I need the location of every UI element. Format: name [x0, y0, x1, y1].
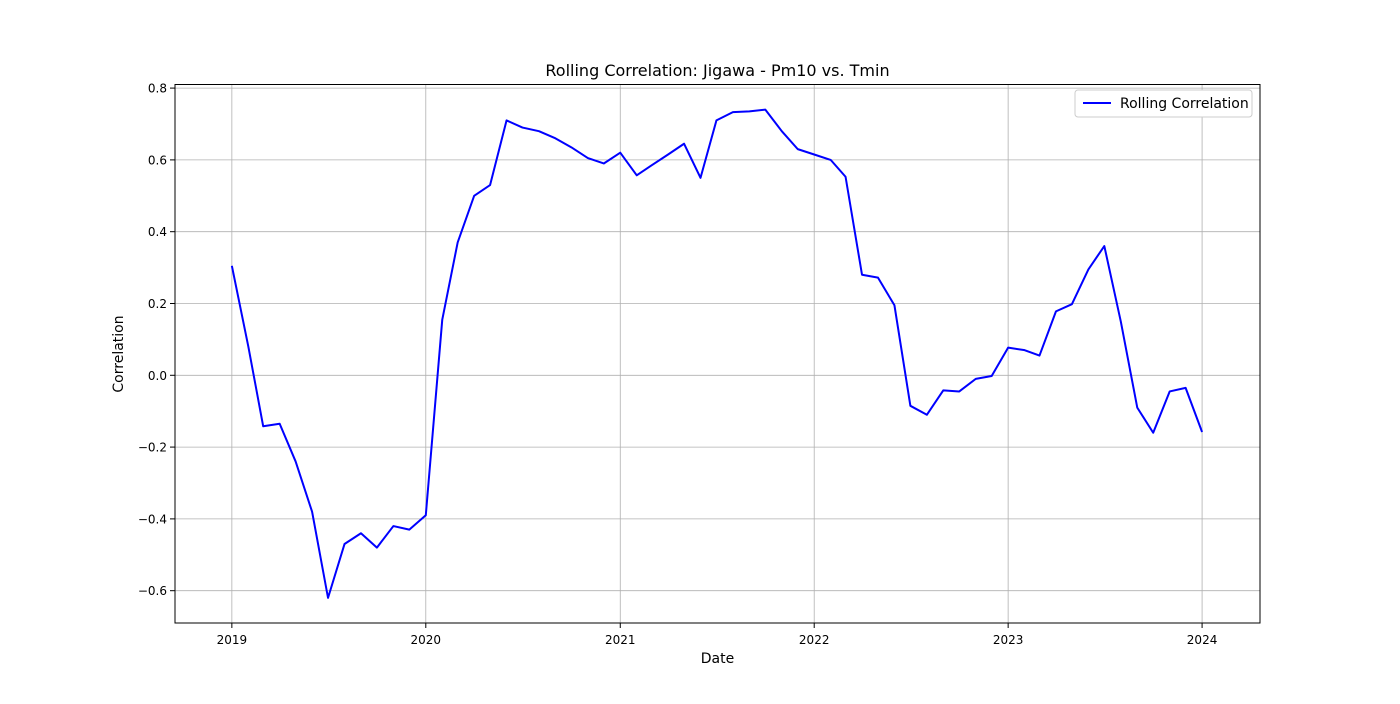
x-tick-label: 2020 — [411, 633, 442, 647]
x-tick-label: 2021 — [605, 633, 636, 647]
plot-area-frame — [174, 84, 1261, 624]
y-tick-label: −0.4 — [138, 512, 167, 526]
y-tick-label: 0.8 — [148, 82, 167, 96]
x-tick-label: 2022 — [799, 633, 830, 647]
y-tick-label: −0.2 — [138, 441, 167, 455]
legend: Rolling Correlation — [1074, 89, 1253, 118]
y-axis-label: Correlation — [111, 315, 127, 392]
y-tick-label: −0.6 — [138, 584, 167, 598]
y-tick-label: 0.6 — [148, 153, 167, 167]
y-tick-label: 0.2 — [148, 297, 167, 311]
x-tick-label: 2019 — [217, 633, 248, 647]
y-tick-label: 0.4 — [148, 225, 167, 239]
series-line-rolling-correlation — [230, 108, 1204, 599]
legend-label: Rolling Correlation — [1120, 96, 1249, 112]
x-axis-label: Date — [701, 651, 734, 667]
y-tick-label: 0.0 — [148, 369, 167, 383]
x-tick-label: 2023 — [993, 633, 1024, 647]
x-tick-label: 2024 — [1187, 633, 1218, 647]
legend-box — [1074, 89, 1253, 118]
chart-title: Rolling Correlation: Jigawa - Pm10 vs. T… — [545, 61, 889, 80]
